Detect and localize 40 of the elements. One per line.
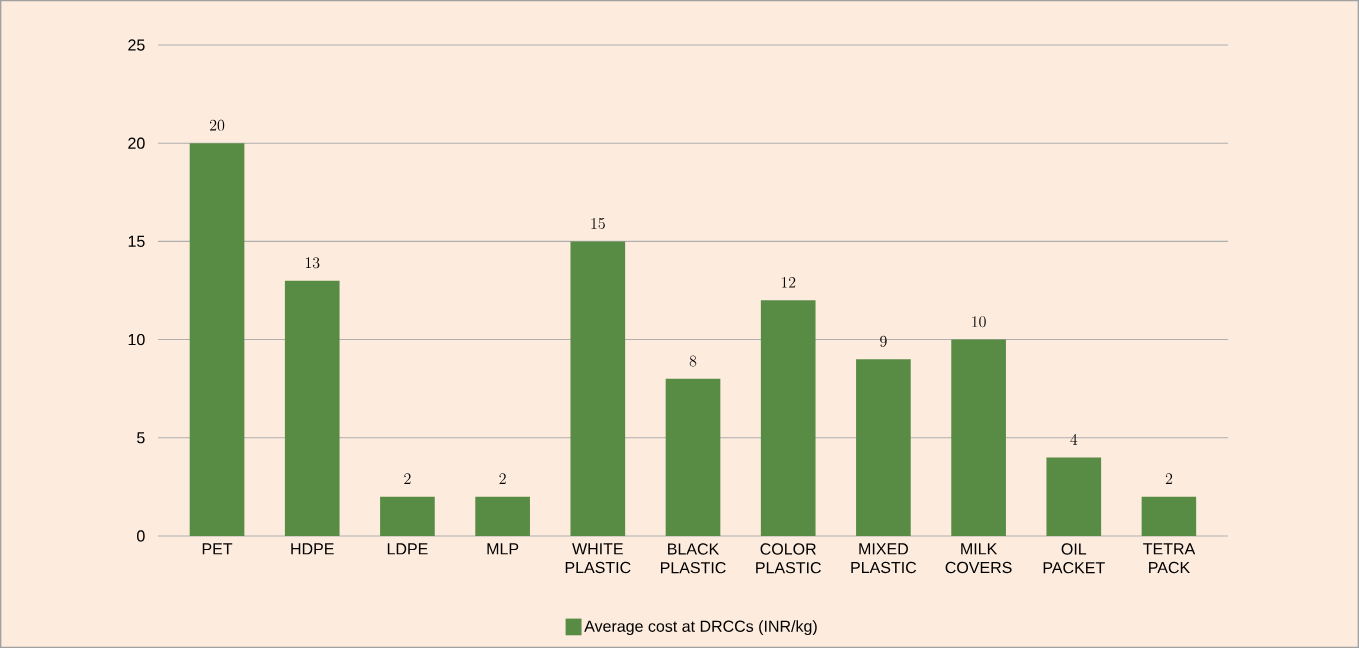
x-tick-label: OIL PACKET bbox=[1043, 543, 1105, 574]
data-label: 12 bbox=[781, 276, 796, 288]
y-tick-label: 0 bbox=[137, 530, 145, 542]
bar bbox=[284, 280, 340, 536]
x-tick-label: WHITE PLASTIC bbox=[565, 543, 631, 574]
bar bbox=[189, 143, 245, 536]
data-label: 15 bbox=[591, 218, 605, 230]
y-tick-label: 10 bbox=[128, 333, 145, 346]
bar bbox=[475, 496, 530, 536]
bar bbox=[665, 378, 721, 536]
data-label: 13 bbox=[305, 257, 320, 269]
y-tick-label: 20 bbox=[128, 137, 145, 149]
y-tick-label: 25 bbox=[128, 39, 145, 51]
x-tick-label: COLOR PLASTIC bbox=[756, 543, 821, 574]
data-label: 8 bbox=[689, 355, 697, 367]
bar bbox=[856, 359, 911, 536]
data-label: 2 bbox=[499, 473, 506, 484]
y-tick-label: 5 bbox=[137, 432, 145, 444]
data-label: 9 bbox=[880, 335, 887, 347]
x-tick-label: MLP bbox=[487, 543, 519, 555]
x-tick-label: BLACK PLASTIC bbox=[660, 543, 726, 574]
data-label: 2 bbox=[404, 473, 411, 484]
bar bbox=[951, 339, 1006, 536]
data-label: 2 bbox=[1165, 473, 1173, 484]
y-tick-label: 15 bbox=[128, 235, 145, 247]
x-tick-label: LDPE bbox=[387, 543, 428, 555]
x-tick-label: TETRA PACK bbox=[1143, 543, 1196, 574]
legend-label: Average cost at DRCCs (INR/kg) bbox=[584, 620, 817, 636]
x-tick-label: MILK COVERS bbox=[945, 543, 1012, 574]
bar bbox=[380, 496, 435, 536]
bar bbox=[570, 241, 626, 536]
x-tick-label: MIXED PLASTIC bbox=[851, 543, 917, 574]
data-label: 10 bbox=[972, 316, 986, 328]
bar bbox=[1046, 457, 1102, 536]
data-label: 4 bbox=[1070, 433, 1078, 445]
bar bbox=[760, 300, 816, 536]
data-label: 20 bbox=[209, 119, 225, 131]
x-tick-label: HDPE bbox=[291, 543, 334, 555]
x-tick-label: PET bbox=[202, 543, 233, 555]
bar bbox=[1141, 496, 1197, 536]
